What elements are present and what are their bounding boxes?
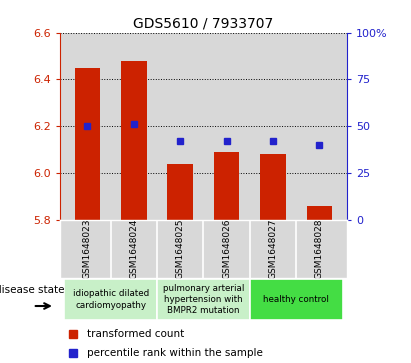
- Bar: [64, 280, 157, 319]
- Text: healthy control: healthy control: [263, 295, 329, 304]
- Text: percentile rank within the sample: percentile rank within the sample: [87, 348, 263, 358]
- Text: idiopathic dilated
cardiomyopathy: idiopathic dilated cardiomyopathy: [72, 289, 149, 310]
- Bar: [121, 61, 147, 220]
- Bar: [168, 163, 193, 220]
- Text: GSM1648026: GSM1648026: [222, 219, 231, 279]
- Text: GSM1648023: GSM1648023: [83, 219, 92, 279]
- Bar: [75, 68, 100, 220]
- Title: GDS5610 / 7933707: GDS5610 / 7933707: [133, 16, 274, 30]
- Text: transformed count: transformed count: [87, 329, 184, 339]
- Text: GSM1648027: GSM1648027: [268, 219, 277, 279]
- Text: disease state: disease state: [0, 285, 65, 295]
- Text: GSM1648028: GSM1648028: [315, 219, 324, 279]
- Bar: [157, 280, 250, 319]
- Bar: [250, 280, 343, 319]
- Bar: [214, 152, 239, 220]
- Bar: [307, 205, 332, 220]
- Text: pulmonary arterial
hypertension with
BMPR2 mutation: pulmonary arterial hypertension with BMP…: [163, 284, 244, 315]
- Text: GSM1648025: GSM1648025: [176, 219, 185, 279]
- Text: GSM1648024: GSM1648024: [129, 219, 139, 279]
- Bar: [260, 154, 286, 220]
